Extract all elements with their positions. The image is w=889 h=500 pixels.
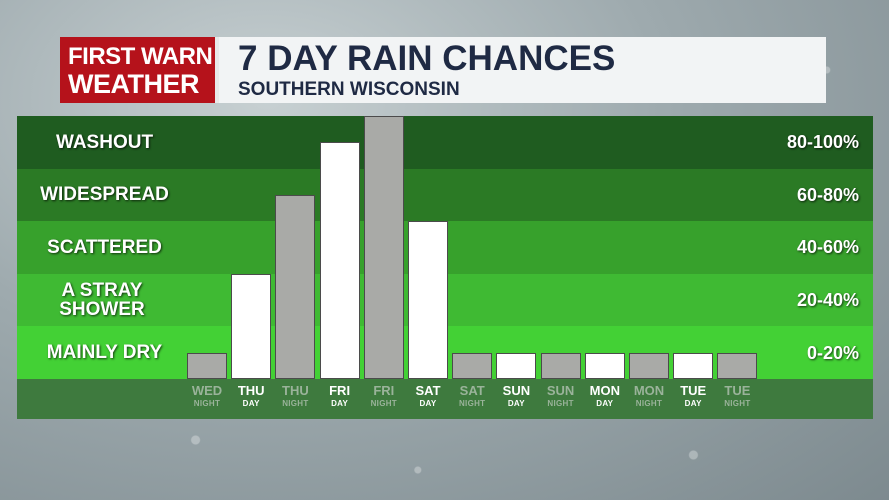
band-range: 60-80%	[796, 184, 859, 205]
x-tick-label: FRI NIGHT	[362, 383, 406, 409]
bar-sat-day	[408, 221, 448, 379]
station-logo: FIRST WARN WEATHER	[60, 37, 219, 103]
x-tick-label: SUN NIGHT	[539, 383, 583, 409]
tick-day: THU	[237, 383, 265, 398]
tick-period: NIGHT	[458, 399, 486, 408]
x-tick-label: MON NIGHT	[627, 383, 671, 409]
x-tick-label: FRI DAY	[318, 383, 362, 409]
tick-period: NIGHT	[547, 399, 574, 408]
tick-day: SUN	[546, 383, 575, 398]
tick-day: MON	[589, 383, 620, 398]
header-banner: FIRST WARN WEATHER 7 DAY RAIN CHANCES SO…	[60, 37, 826, 103]
tick-day: SAT	[459, 383, 485, 398]
logo-line-2: WEATHER	[68, 69, 200, 99]
bar-mon-night	[629, 352, 669, 379]
x-tick-label: SAT NIGHT	[450, 383, 494, 409]
tick-period: NIGHT	[724, 399, 751, 408]
bar-tue-night	[717, 352, 758, 379]
tick-period: DAY	[242, 399, 260, 408]
band-label: SCATTERED	[47, 236, 162, 258]
x-tick-label: SAT DAY	[406, 383, 450, 409]
tick-period: DAY	[596, 399, 614, 408]
tick-period: NIGHT	[282, 399, 309, 408]
bar-fri-night	[363, 116, 404, 379]
x-tick-label: TUE NIGHT	[715, 383, 759, 409]
tick-period: DAY	[331, 399, 349, 408]
tick-period: DAY	[507, 399, 525, 408]
bar-thu-night	[275, 194, 316, 379]
band-range: 80-100%	[786, 132, 859, 153]
rain-chance-chart: WASHOUT 80-100% WIDESPREAD 60-80% SCATTERED 4…	[17, 116, 873, 419]
x-tick-label: SUN DAY	[494, 383, 538, 409]
tick-day: SAT	[415, 383, 441, 398]
logo-line-1: FIRST WARN	[68, 43, 213, 70]
bar-fri-day	[319, 142, 360, 379]
tick-period: DAY	[419, 399, 437, 408]
x-tick-label: TUE DAY	[671, 383, 715, 409]
bar-tue-day	[673, 352, 714, 379]
tick-period: NIGHT	[635, 399, 663, 408]
x-tick-label: MON DAY	[583, 383, 627, 409]
bar-wed-night	[187, 352, 227, 379]
bar-thu-day	[231, 273, 272, 379]
band-range: 20-40%	[796, 290, 859, 311]
tick-day: MON	[633, 383, 665, 398]
x-tick-label: THU DAY	[229, 383, 273, 409]
tick-period: DAY	[684, 399, 702, 408]
tick-day: TUE	[680, 383, 707, 398]
tick-day: THU	[282, 383, 309, 398]
bar-sun-day	[496, 352, 537, 379]
x-tick-label: WED NIGHT	[185, 383, 229, 409]
tick-period: NIGHT	[193, 399, 221, 408]
band-label: MAINLY DRY	[46, 342, 163, 364]
x-tick-label: THU NIGHT	[273, 383, 317, 409]
page-title: 7 DAY RAIN CHANCES	[238, 39, 616, 78]
tick-day: TUE	[724, 383, 751, 398]
band-widespread: WIDESPREAD 60-80%	[17, 168, 873, 222]
tick-period: NIGHT	[370, 399, 397, 408]
band-label: WASHOUT	[55, 131, 154, 153]
bar-mon-day	[584, 352, 625, 379]
band-label: WIDESPREAD	[40, 184, 169, 206]
band-range: 40-60%	[796, 237, 859, 258]
band-range: 0-20%	[806, 342, 859, 363]
x-axis: WED NIGHT THU DAY THU NIGHT FRI DAY FRI NIGHT SAT D…	[17, 379, 873, 419]
band-washout: WASHOUT 80-100%	[17, 116, 873, 169]
tick-day: SUN	[502, 383, 531, 398]
tick-day: FRI	[329, 383, 351, 398]
tick-day: FRI	[373, 383, 395, 398]
page-subtitle: SOUTHERN WISCONSIN	[238, 79, 460, 100]
bar-sun-night	[540, 352, 581, 379]
band-label: A STRAY SHOWER	[59, 280, 145, 321]
tick-day: WED	[191, 383, 223, 398]
bar-sat-night	[452, 352, 493, 379]
